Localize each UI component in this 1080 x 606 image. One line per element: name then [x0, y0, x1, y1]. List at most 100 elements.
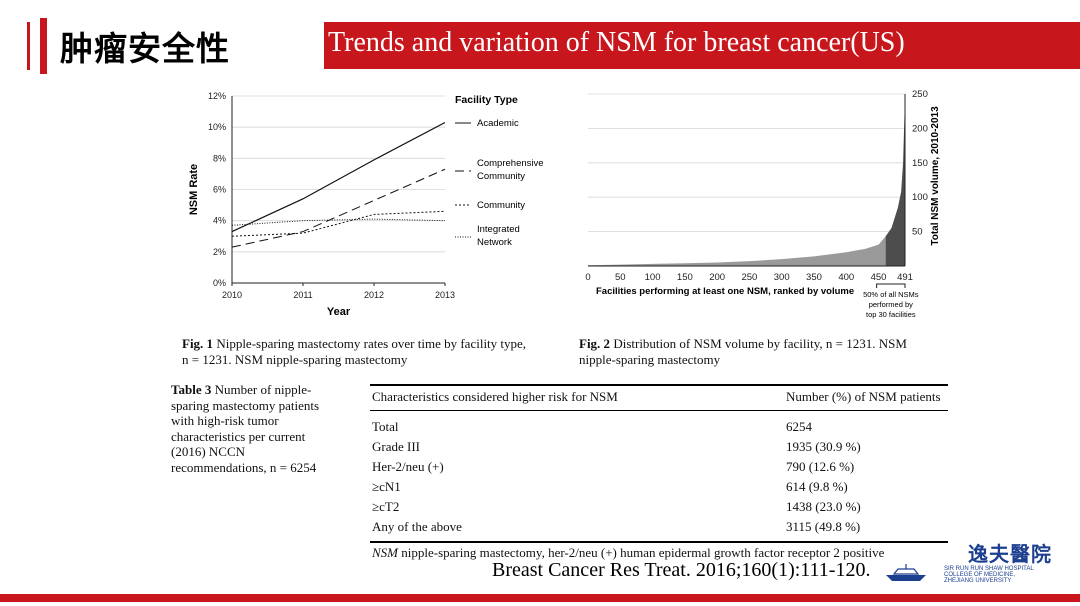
area-top-facilities — [885, 97, 905, 266]
legend-label: Network — [477, 237, 512, 248]
page-title-cn: 肿瘤安全性 — [60, 29, 230, 68]
fig1-caption-label: Fig. 1 — [182, 336, 214, 351]
table-cell: 1935 (30.9 %) — [786, 439, 861, 454]
legend-label: Comprehensive — [477, 158, 544, 169]
fig1-caption: Fig. 1 Nipple-sparing mastectomy rates o… — [182, 336, 557, 368]
y-tick-label: 12% — [208, 91, 226, 101]
table3-caption: Table 3 Number of nipple-sparing mastect… — [171, 382, 336, 475]
y-tick-label: 0% — [213, 278, 226, 288]
header-accent-bar — [40, 18, 47, 74]
x-tick-label: 400 — [838, 272, 854, 283]
y-tick-label: 200 — [912, 123, 928, 134]
x-tick-label: 300 — [774, 272, 790, 283]
x-tick-label: 0 — [585, 272, 590, 283]
legend-label: Academic — [477, 118, 519, 129]
fig1-caption-line2: n = 1231. NSM nipple-sparing mastectomy — [182, 352, 408, 367]
citation: Breast Cancer Res Treat. 2016;160(1):111… — [492, 559, 871, 581]
table-cell: 6254 — [786, 419, 812, 434]
series-line — [231, 121, 446, 233]
legend-label: Community — [477, 171, 525, 182]
table-row: Any of the above 3115 (49.8 %) — [372, 519, 948, 539]
y-tick-label: 8% — [213, 153, 226, 163]
x-tick-label: 450 — [871, 272, 887, 283]
x-tick-label: 50 — [615, 272, 626, 283]
y-tick-label: 100 — [912, 192, 928, 203]
series-line — [231, 210, 446, 237]
x-tick-label: 150 — [677, 272, 693, 283]
table-cell: Any of the above — [372, 519, 462, 534]
header-accent-thin — [27, 22, 30, 70]
footer-bar — [0, 594, 1080, 602]
table-header-number: Number (%) of NSM patients — [786, 389, 941, 404]
logo-name-cn: 逸夫醫院 — [968, 542, 1052, 566]
series-line — [231, 218, 446, 226]
title-banner — [324, 22, 1080, 69]
table-cell: ≥cN1 — [372, 479, 401, 494]
table-row: Her-2/neu (+) 790 (12.6 %) — [372, 459, 948, 479]
logo-line1: SIR RUN RUN SHAW HOSPITAL — [944, 566, 1034, 572]
table-row: Grade III 1935 (30.9 %) — [372, 439, 948, 459]
fig2-caption-text: Distribution of NSM volume by facility, … — [613, 336, 907, 351]
x-tick-label: 491 — [897, 272, 913, 283]
y-tick-label: 4% — [213, 216, 226, 226]
table-row: ≥cN1 614 (9.8 %) — [372, 479, 948, 499]
x-tick-label: 2011 — [293, 290, 312, 300]
table-cell: Total — [372, 419, 399, 434]
logo-line2: COLLEGE OF MEDICINE, — [944, 572, 1016, 578]
x-axis-label: Facilities performing at least one NSM, … — [596, 286, 854, 297]
table-row: ≥cT2 1438 (23.0 %) — [372, 499, 948, 519]
table-header-rule — [370, 410, 948, 411]
table-cell: ≥cT2 — [372, 499, 400, 514]
x-tick-label: 350 — [806, 272, 822, 283]
hospital-logo: 逸夫醫院 SIR RUN RUN SHAW HOSPITAL COLLEGE O… — [944, 538, 1054, 588]
table-cell: 1438 (23.0 %) — [786, 499, 861, 514]
legend-label: Community — [477, 200, 525, 211]
bracket-label: performed by — [869, 300, 913, 309]
y-axis-label: Total NSM volume, 2010-2013 — [930, 106, 941, 246]
fig1-caption-text: Nipple-sparing mastectomy rates over tim… — [216, 336, 527, 351]
table-header-characteristics: Characteristics considered higher risk f… — [372, 389, 618, 404]
fig1-line-chart: 0% 2% 4% 6% 8% 10% 12% 2010 2011 2012 2013 Year NSM … — [188, 91, 544, 318]
y-tick-label: 50 — [912, 227, 923, 238]
table-cell: Grade III — [372, 439, 420, 454]
table-cell: 614 (9.8 %) — [786, 479, 848, 494]
fig2-area-chart: 50 100 150 200 250 0 50 100 150 200 250 300 350 400 45… — [585, 89, 941, 319]
table-cell: 3115 (49.8 %) — [786, 519, 861, 534]
x-tick-label: 200 — [709, 272, 725, 283]
logo-line3: ZHEJIANG UNIVERSITY — [944, 578, 1012, 584]
footnote-text: nipple-sparing mastectomy, her-2/neu (+)… — [401, 545, 885, 560]
y-tick-label: 150 — [912, 158, 928, 169]
x-tick-label: 250 — [741, 272, 757, 283]
fig2-caption-line2: nipple-sparing mastectomy — [579, 352, 721, 367]
x-tick-label: 2010 — [222, 290, 242, 300]
table3-caption-label: Table 3 — [171, 382, 212, 397]
bracket-mark — [876, 283, 906, 288]
table3-caption-text: Number of nipple-sparing mastectomy pati… — [171, 382, 320, 475]
y-tick-label: 6% — [213, 185, 226, 195]
table-header-row: Characteristics considered higher risk f… — [372, 389, 948, 409]
area-lower-facilities — [588, 236, 886, 266]
table-top-rule — [370, 384, 948, 386]
x-tick-label: 2012 — [364, 290, 384, 300]
x-axis-label: Year — [327, 306, 351, 318]
y-tick-label: 2% — [213, 247, 226, 257]
x-tick-label: 100 — [645, 272, 661, 283]
table-cell: 790 (12.6 %) — [786, 459, 855, 474]
table-cell: Her-2/neu (+) — [372, 459, 444, 474]
legend-title: Facility Type — [455, 94, 518, 106]
table-bottom-rule — [370, 541, 948, 543]
page-title-en: Trends and variation of NSM for breast c… — [328, 27, 905, 58]
bracket-label: top 30 facilities — [866, 310, 916, 319]
table3-footnote: NSM nipple-sparing mastectomy, her-2/neu… — [372, 545, 884, 561]
fig2-caption: Fig. 2 Distribution of NSM volume by fac… — [579, 336, 954, 368]
bracket-label: 50% of all NSMs — [863, 290, 919, 299]
y-axis-label: NSM Rate — [188, 164, 200, 215]
y-tick-label: 250 — [912, 89, 928, 100]
series-line — [231, 168, 446, 248]
legend-label: Integrated — [477, 224, 520, 235]
fig2-caption-label: Fig. 2 — [579, 336, 611, 351]
table-row: Total 6254 — [372, 419, 948, 439]
x-tick-label: 2013 — [435, 290, 455, 300]
y-tick-label: 10% — [208, 122, 226, 132]
ship-emblem-icon — [886, 564, 926, 581]
